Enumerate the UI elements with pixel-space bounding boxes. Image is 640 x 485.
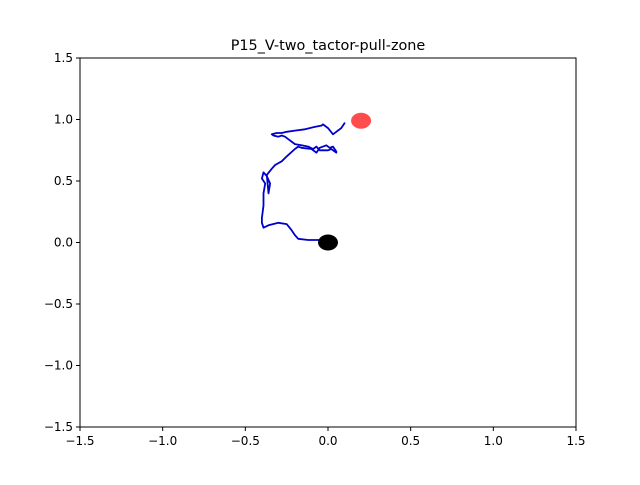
y-tick-label: 1.5 [54,51,73,65]
y-tick-label: −1.5 [44,420,73,434]
x-tick-label: −1.5 [65,434,94,448]
y-tick-label: 0.0 [54,236,73,250]
y-tick-label: −1.0 [44,359,73,373]
x-tick-label: 0.5 [401,434,420,448]
start-marker [318,234,338,251]
x-tick-label: −1.0 [148,434,177,448]
y-tick-label: −0.5 [44,297,73,311]
x-tick-label: 1.5 [566,434,585,448]
trajectory-line [260,122,346,243]
x-axis: −1.5 −1.0 −0.5 0.0 0.5 1.0 1.5 [65,427,586,448]
y-tick-label: 0.5 [54,174,73,188]
y-axis: −1.5 −1.0 −0.5 0.0 0.5 1.0 1.5 [44,51,80,434]
y-tick-label: 1.0 [54,113,73,127]
plot-area [260,112,372,251]
x-tick-label: 1.0 [484,434,503,448]
target-marker [351,112,372,129]
x-tick-label: 0.0 [318,434,337,448]
x-tick-label: −0.5 [231,434,260,448]
chart-title: P15_V-two_tactor-pull-zone [231,38,426,54]
